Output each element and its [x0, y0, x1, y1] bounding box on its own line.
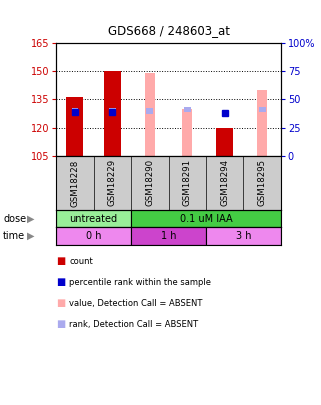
Bar — [104, 71, 121, 156]
Text: 0 h: 0 h — [86, 231, 101, 241]
Text: 0.1 uM IAA: 0.1 uM IAA — [180, 214, 232, 224]
Bar — [259, 107, 265, 113]
Text: ■: ■ — [56, 277, 65, 287]
Bar — [257, 90, 267, 156]
Text: count: count — [69, 257, 93, 266]
Text: dose: dose — [3, 214, 26, 224]
Bar — [182, 109, 193, 156]
Text: GSM18229: GSM18229 — [108, 159, 117, 207]
Text: untreated: untreated — [70, 214, 118, 224]
Text: ▶: ▶ — [27, 214, 34, 224]
Text: 3 h: 3 h — [236, 231, 251, 241]
Bar — [109, 108, 116, 114]
Text: GSM18295: GSM18295 — [258, 159, 267, 207]
Bar — [144, 73, 155, 156]
Text: value, Detection Call = ABSENT: value, Detection Call = ABSENT — [69, 299, 202, 308]
Bar — [56, 228, 131, 245]
Bar — [131, 210, 281, 228]
Bar — [184, 107, 191, 113]
Text: ■: ■ — [56, 298, 65, 308]
Bar — [131, 228, 206, 245]
Bar — [56, 210, 131, 228]
Bar — [72, 108, 78, 114]
Text: time: time — [3, 231, 25, 241]
Text: GSM18228: GSM18228 — [70, 159, 79, 207]
Bar — [146, 108, 153, 114]
Bar — [66, 97, 83, 156]
Text: ▶: ▶ — [27, 231, 34, 241]
Text: 1 h: 1 h — [161, 231, 176, 241]
Text: GSM18290: GSM18290 — [145, 159, 154, 207]
Text: ■: ■ — [56, 256, 65, 266]
Text: percentile rank within the sample: percentile rank within the sample — [69, 278, 211, 287]
Bar — [206, 228, 281, 245]
Bar — [216, 128, 233, 156]
Text: ■: ■ — [56, 320, 65, 329]
Text: GSM18291: GSM18291 — [183, 159, 192, 207]
Text: GDS668 / 248603_at: GDS668 / 248603_at — [108, 24, 230, 37]
Text: GSM18294: GSM18294 — [220, 159, 229, 207]
Text: rank, Detection Call = ABSENT: rank, Detection Call = ABSENT — [69, 320, 198, 329]
